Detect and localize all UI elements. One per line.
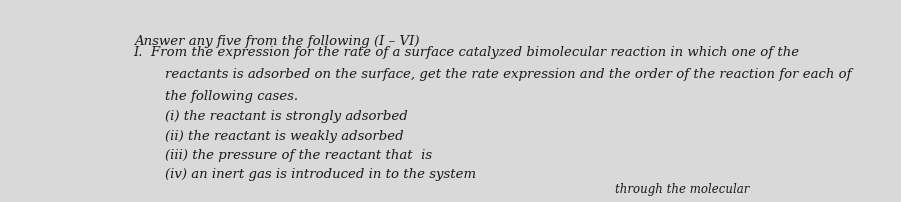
Text: (iii) the pressure of the reactant that  is: (iii) the pressure of the reactant that … [165, 148, 436, 161]
Text: the following cases.: the following cases. [165, 89, 298, 102]
Text: (i) the reactant is strongly adsorbed: (i) the reactant is strongly adsorbed [165, 109, 408, 122]
Text: (ii) the reactant is weakly adsorbed: (ii) the reactant is weakly adsorbed [165, 129, 404, 142]
Text: Answer any five from the following (I – VI): Answer any five from the following (I – … [133, 35, 419, 48]
Text: reactants is adsorbed on the surface, get the rate expression and the order of t: reactants is adsorbed on the surface, ge… [165, 67, 851, 80]
Text: I.  From the expression for the rate of a surface catalyzed bimolecular reaction: I. From the expression for the rate of a… [133, 45, 800, 58]
Text: through the molecular: through the molecular [615, 182, 750, 195]
Text: (iv) an inert gas is introduced in to the system: (iv) an inert gas is introduced in to th… [165, 167, 476, 180]
